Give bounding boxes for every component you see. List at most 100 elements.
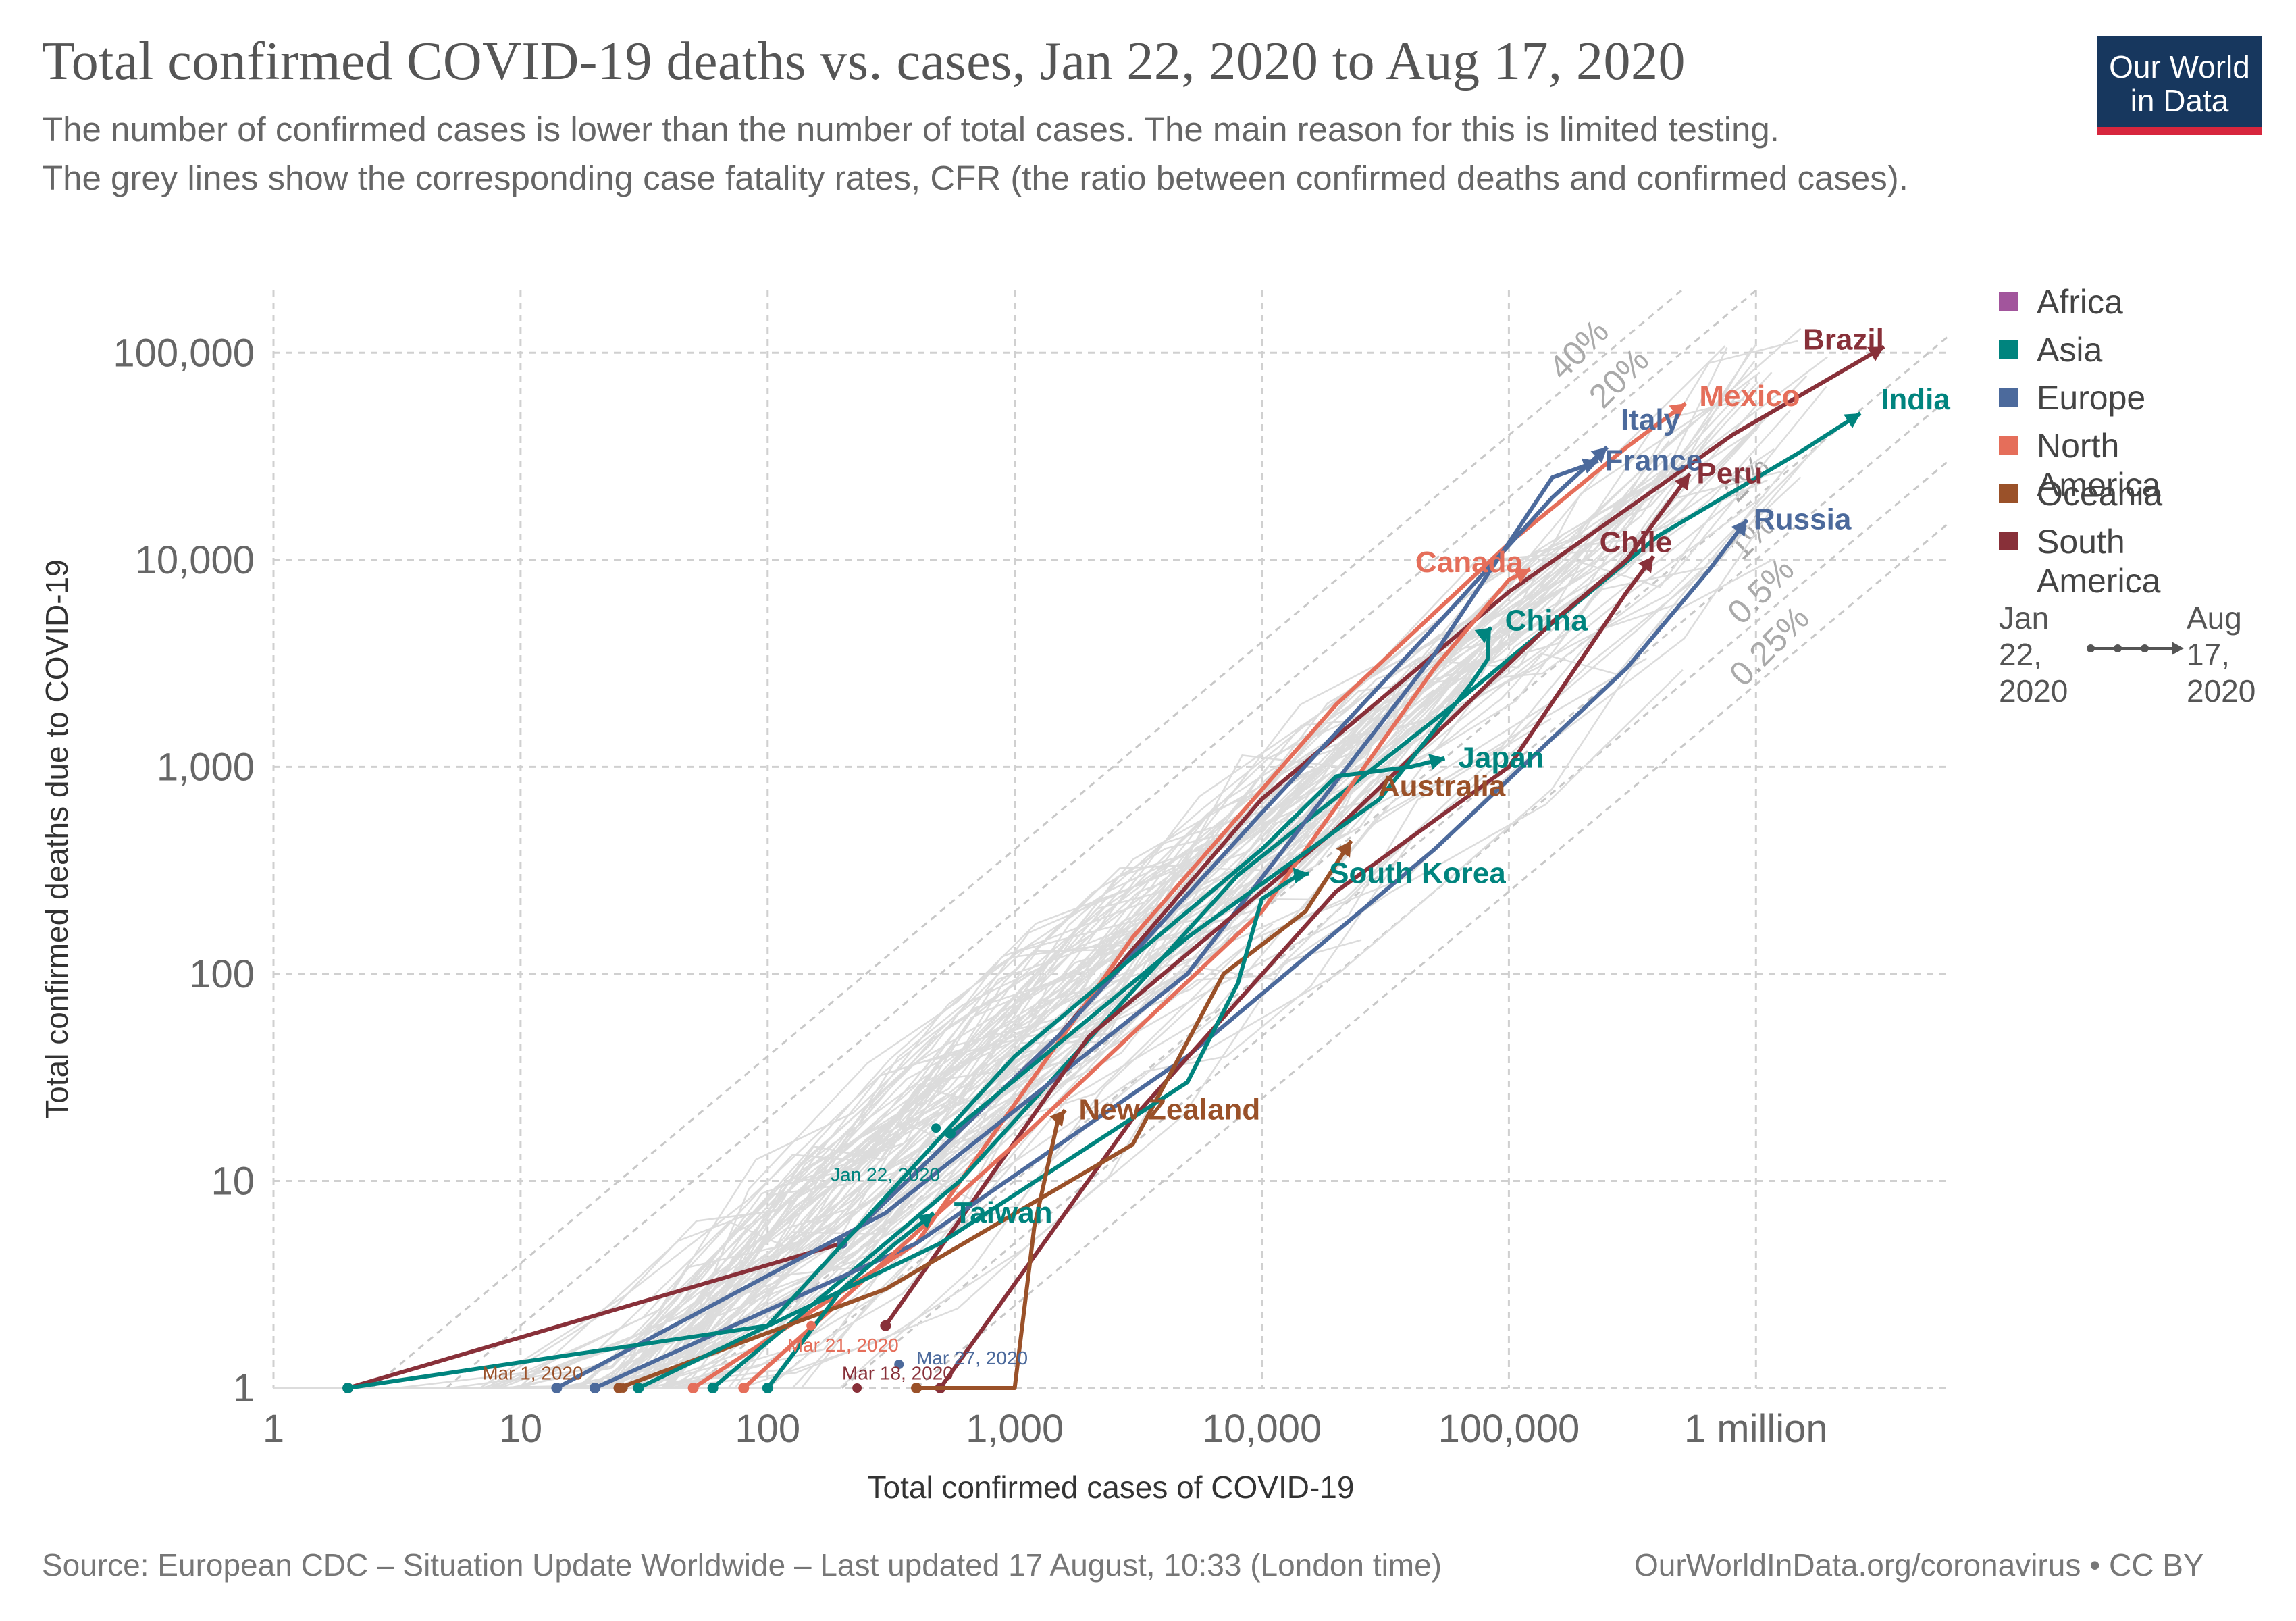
series-arrow-taiwan xyxy=(916,1212,934,1229)
country-label-chile: Chile xyxy=(1600,526,1673,559)
cfr-line xyxy=(916,522,1949,1389)
time-legend-end: Aug 17, 2020 xyxy=(2187,600,2256,709)
date-annotation-dot xyxy=(806,1320,816,1331)
logo-line-2: in Data xyxy=(2130,83,2229,118)
country-label-brazil: Brazil xyxy=(1803,323,1884,356)
series-arrow-mexico xyxy=(1669,403,1686,419)
legend-label: North America xyxy=(2037,427,2161,504)
background-line xyxy=(650,398,1744,1389)
footer-credit[interactable]: OurWorldInData.org/coronavirus • CC BY xyxy=(1634,1547,2204,1583)
background-line xyxy=(371,964,1282,1389)
chart-title: Total confirmed COVID-19 deaths vs. case… xyxy=(42,32,1686,91)
owid-logo[interactable]: Our World in Data xyxy=(2097,36,2262,135)
cfr-reference-lines: 40%20%2%1%0.5%0.25% xyxy=(371,289,1949,1389)
y-tick-label: 1,000 xyxy=(157,745,255,789)
series-start-dot xyxy=(590,1383,601,1393)
legend-label: Asia xyxy=(2037,331,2103,369)
series-start-dot xyxy=(880,1320,891,1331)
time-legend-start: Jan 22, 2020 xyxy=(1999,600,2068,709)
time-legend-arrow xyxy=(2087,642,2184,655)
footer-source: Source: European CDC – Situation Update … xyxy=(42,1547,1442,1583)
series-line-italy[interactable] xyxy=(840,445,1609,1245)
country-label-canada: Canada xyxy=(1415,546,1523,579)
series-arrow-russia xyxy=(1731,519,1748,537)
legend-swatch xyxy=(1999,436,2018,455)
x-tick-label: 1 xyxy=(263,1407,284,1451)
legend-swatch xyxy=(1999,292,2018,311)
series-start-dot xyxy=(551,1383,563,1393)
x-tick-label: 10 xyxy=(499,1407,543,1451)
country-label-france: France xyxy=(1605,444,1702,478)
y-axis-label: Total confirmed deaths due to COVID-19 xyxy=(39,559,74,1118)
series-start-dot xyxy=(687,1383,699,1393)
y-tick-label: 10 xyxy=(211,1159,255,1203)
date-annotation-dot xyxy=(931,1123,941,1133)
background-line xyxy=(667,343,1757,1389)
y-tick-label: 100 xyxy=(189,952,255,996)
y-tick-label: 1 xyxy=(233,1366,255,1410)
series-arrow-italy xyxy=(1590,447,1608,463)
y-tick-label: 10,000 xyxy=(135,538,255,582)
legend-swatch xyxy=(1999,532,2018,550)
series-arrow-new-zealand xyxy=(1049,1110,1066,1127)
background-line xyxy=(508,328,1802,1389)
x-tick-label: 100,000 xyxy=(1438,1407,1580,1451)
background-line xyxy=(623,823,1259,1389)
logo-line-1: Our World xyxy=(2109,49,2250,84)
series-start-dot xyxy=(707,1383,719,1393)
background-line xyxy=(459,832,1417,1389)
series-arrow-peru xyxy=(1674,473,1690,491)
series-start-dot xyxy=(911,1383,922,1393)
series-line-canada[interactable] xyxy=(742,567,1532,1390)
background-line xyxy=(286,467,1671,1389)
series-start-dot xyxy=(738,1383,750,1393)
country-label-india: India xyxy=(1881,383,1950,416)
series-line-australia[interactable] xyxy=(618,840,1353,1390)
background-line xyxy=(285,642,1484,1389)
chart-subtitle: The number of confirmed cases is lower t… xyxy=(42,110,1908,197)
x-tick-label: 10,000 xyxy=(1202,1407,1322,1451)
series-arrow-china xyxy=(1474,627,1492,644)
country-label-russia: Russia xyxy=(1754,503,1852,536)
time-legend: Jan 22, 2020 Aug 17, 2020 xyxy=(1999,600,2282,715)
legend-label: Europe xyxy=(2037,379,2146,417)
country-series xyxy=(342,344,1885,1393)
background-line xyxy=(602,682,1397,1389)
series-line-peru[interactable] xyxy=(883,472,1692,1327)
date-annotation-dot xyxy=(894,1360,904,1370)
series-start-dot xyxy=(762,1383,773,1393)
country-label-taiwan: Taiwan xyxy=(954,1196,1053,1229)
legend-swatch xyxy=(1999,340,2018,359)
country-label-australia: Australia xyxy=(1378,770,1506,803)
background-line xyxy=(608,471,1781,1389)
background-line xyxy=(575,431,1752,1389)
series-arrow-canada xyxy=(1513,568,1531,584)
series-arrow-france xyxy=(1581,458,1598,474)
series-arrow-brazil xyxy=(1867,346,1885,361)
background-line xyxy=(371,607,1498,1389)
country-label-south-korea: South Korea xyxy=(1329,856,1506,890)
date-annotation: Mar 27, 2020 xyxy=(916,1347,1028,1368)
series-start-dot xyxy=(633,1383,644,1393)
background-line xyxy=(640,508,1773,1389)
background-line xyxy=(667,665,1374,1389)
series-arrow-south-korea xyxy=(1293,867,1309,884)
series-line-russia[interactable] xyxy=(594,518,1749,1390)
legend-swatch xyxy=(1999,484,2018,503)
date-annotation: Jan 22, 2020 xyxy=(831,1164,940,1185)
date-annotation-dot xyxy=(618,1383,628,1393)
background-line xyxy=(671,657,1648,1389)
series-arrow-india xyxy=(1844,413,1861,428)
legend-label: Oceania xyxy=(2037,475,2163,513)
background-line xyxy=(496,440,1670,1389)
country-label-japan: Japan xyxy=(1458,742,1544,775)
date-annotation: Mar 1, 2020 xyxy=(482,1362,583,1383)
x-tick-label: 1,000 xyxy=(966,1407,1064,1451)
legend-label: South America xyxy=(2037,523,2161,600)
series-line-france[interactable] xyxy=(555,459,1599,1390)
legend-swatch xyxy=(1999,388,2018,407)
series-start-dot xyxy=(342,1383,354,1393)
y-tick-label: 100,000 xyxy=(113,331,255,375)
